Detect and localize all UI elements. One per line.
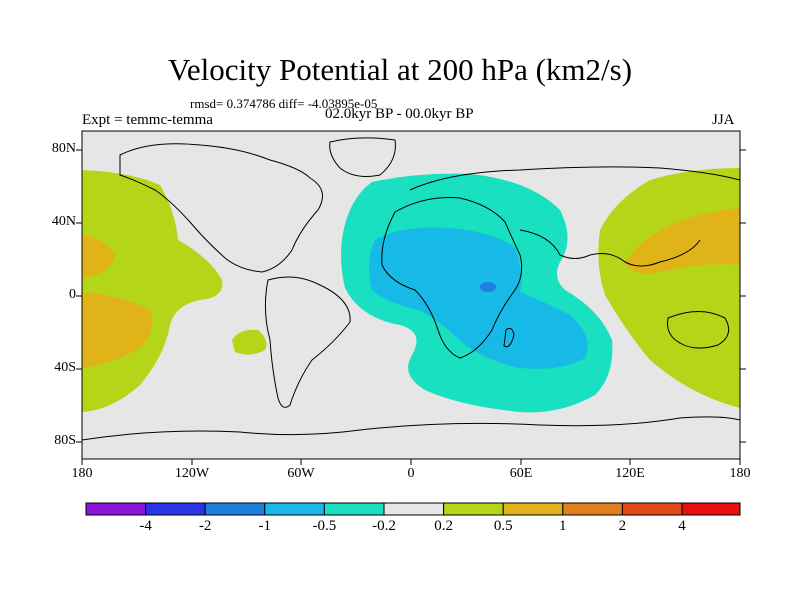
colorbar-label-3: -1 bbox=[258, 518, 272, 534]
colorbar-box-4 bbox=[264, 502, 325, 516]
colorbar-box-11 bbox=[681, 502, 741, 516]
colorbar-label-10: 4 bbox=[678, 518, 686, 534]
colorbar-box-6 bbox=[383, 502, 445, 516]
axis-ticks bbox=[76, 149, 746, 465]
lon-label-120e: 120E bbox=[615, 466, 645, 481]
map-area bbox=[82, 131, 740, 459]
lon-label-60w: 60W bbox=[287, 466, 315, 481]
lon-label-60e: 60E bbox=[509, 466, 533, 481]
colorbar-box-8 bbox=[502, 502, 564, 516]
lon-label-0: 0 bbox=[407, 466, 415, 481]
region-pacific-east-strong bbox=[625, 208, 740, 274]
colorbar-label-4: -0.5 bbox=[312, 518, 337, 534]
lat-label-40s: 40S bbox=[54, 360, 76, 375]
region-pacific-west-strong-2 bbox=[82, 292, 153, 368]
colorbar-box-3 bbox=[204, 502, 266, 516]
colorbar-label-7: 0.5 bbox=[493, 518, 513, 534]
period-label: 02.0kyr BP - 00.0kyr BP bbox=[325, 106, 474, 122]
stats-line: rmsd= 0.374786 diff= -4.03895e-05 bbox=[190, 96, 378, 111]
lat-label-40n: 40N bbox=[51, 214, 76, 229]
colorbar-box-9 bbox=[562, 502, 623, 516]
colorbar-label-8: 1 bbox=[559, 518, 567, 534]
colorbar-box-1 bbox=[85, 502, 147, 516]
colorbar-label-9: 2 bbox=[618, 518, 627, 534]
coast-eurasia bbox=[409, 166, 740, 191]
lat-label-80n: 80N bbox=[51, 141, 76, 156]
coast-madagascar bbox=[503, 327, 515, 348]
colorbar-box-10 bbox=[621, 502, 683, 516]
region-east-africa-peak bbox=[480, 282, 496, 292]
coast-north-america bbox=[119, 143, 323, 273]
lat-label-0: 0 bbox=[69, 287, 76, 302]
coast-south-america bbox=[264, 276, 351, 408]
coast-asia-south bbox=[519, 229, 701, 267]
lon-label-180e: 180 bbox=[729, 466, 751, 481]
colorbar-box-2 bbox=[145, 502, 206, 516]
colorbar-label-1: -4 bbox=[139, 518, 152, 534]
colorbar-label-2: -2 bbox=[198, 518, 212, 534]
plot-title: Velocity Potential at 200 hPa (km2/s) bbox=[167, 52, 633, 87]
coast-europe-africa bbox=[381, 197, 523, 359]
colorbar bbox=[85, 502, 741, 516]
experiment-label: Expt = temmc-temma bbox=[82, 112, 213, 128]
lon-label-180w: 180 bbox=[71, 466, 93, 481]
season-label: JJA bbox=[712, 112, 735, 128]
coast-australia bbox=[667, 311, 730, 349]
coast-greenland bbox=[329, 137, 396, 177]
coastlines bbox=[82, 137, 740, 441]
colorbar-box-7 bbox=[443, 502, 504, 516]
region-south-atlantic-positive bbox=[232, 329, 267, 355]
lat-label-80s: 80S bbox=[54, 433, 76, 448]
region-africa-strong-negative bbox=[369, 227, 588, 369]
lon-label-120w: 120W bbox=[174, 466, 210, 481]
colorbar-label-5: -0.2 bbox=[372, 518, 396, 534]
colorbar-label-6: 0.2 bbox=[434, 518, 453, 534]
region-pacific-west-strong bbox=[82, 235, 115, 278]
coast-antarctica bbox=[82, 416, 740, 441]
colorbar-box-5 bbox=[323, 502, 385, 516]
